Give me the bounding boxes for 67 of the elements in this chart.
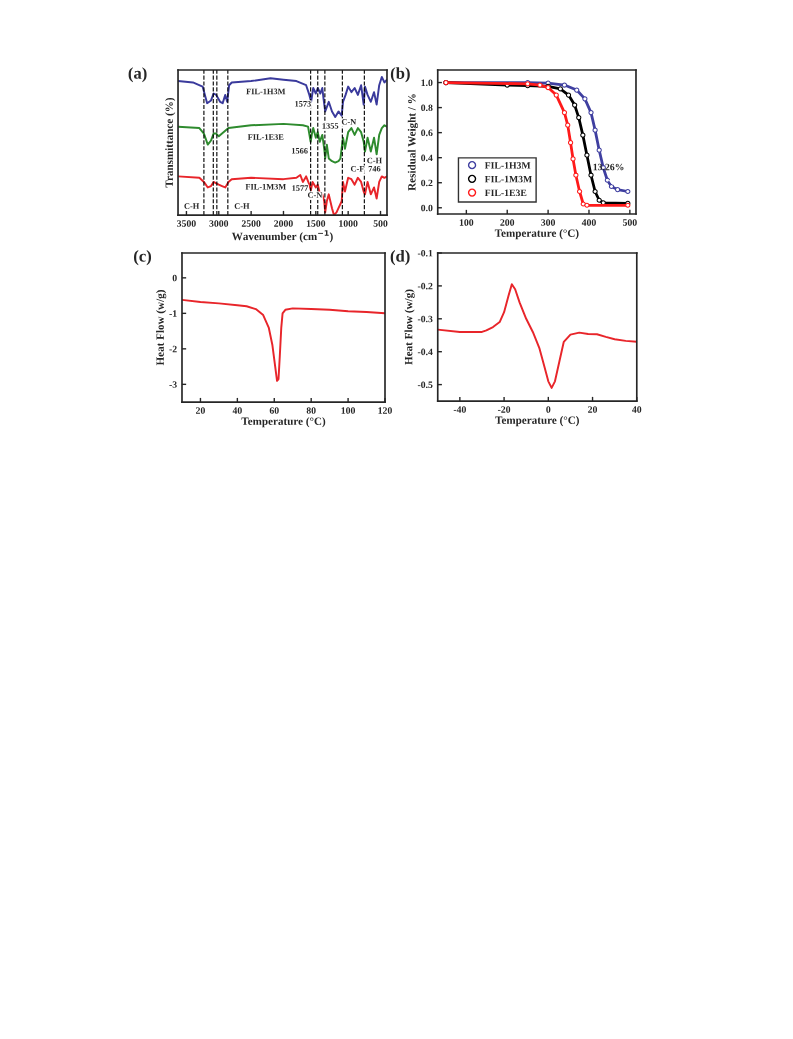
annotation: C-N — [307, 192, 323, 198]
y-tick-label: -0.2 — [417, 282, 433, 290]
annotation: 1573 — [295, 101, 311, 107]
y-tick-label: 0.8 — [421, 104, 433, 112]
series-label: FIL-1E3E — [247, 134, 284, 140]
legend-label: FIL-1M3M — [484, 175, 532, 183]
x-tick-label: -20 — [497, 406, 511, 413]
y-tick-label: 0.2 — [421, 179, 433, 187]
x-tick-label: 20 — [196, 407, 205, 414]
x-tick-label: 200 — [500, 219, 515, 226]
y-tick-label: 1.0 — [421, 79, 433, 87]
x-tick-label: -40 — [453, 406, 466, 413]
x-axis-title: Wavenumber (cm$^{−1}$) — [231, 230, 333, 243]
y-tick-label: 0.0 — [421, 204, 433, 212]
series-label: FIL-1H3M — [246, 88, 286, 95]
x-tick-label: 0 — [546, 406, 551, 413]
x-tick-label: 3500 — [177, 220, 196, 227]
x-tick-label: 120 — [378, 407, 392, 414]
x-tick-label: 2000 — [274, 220, 293, 227]
x-tick-label: 1500 — [306, 220, 326, 227]
legend-label: FIL-1E3E — [484, 189, 527, 197]
y-tick-label: -2 — [169, 345, 177, 353]
annotation: 1577 — [292, 185, 309, 191]
x-axis-title: Temperature (°C) — [494, 229, 579, 240]
x-tick-label: 100 — [459, 219, 474, 226]
chart-title: (b) — [390, 67, 410, 83]
x-tick-label: 20 — [588, 406, 598, 413]
x-tick-label: 100 — [341, 407, 356, 414]
annotation: C-N — [341, 119, 357, 125]
y-axis-title: Heat Flow (w/g) — [156, 290, 167, 366]
y-tick-label: 0 — [172, 274, 177, 282]
x-axis-title: Temperature (°C) — [241, 417, 326, 428]
y-axis-title: Heat Flow (w/g) — [404, 289, 415, 365]
x-tick-label: 60 — [269, 407, 279, 414]
chart-title: (a) — [128, 67, 147, 83]
annotation: C-H — [367, 157, 382, 164]
x-axis-title: Temperature (°C) — [495, 416, 579, 427]
annotation: C-F — [350, 165, 364, 172]
y-axis-title: Transmittance (%) — [165, 97, 176, 188]
y-tick-label: -0.1 — [417, 249, 433, 257]
x-tick-label: 500 — [373, 220, 388, 227]
y-tick-label: -0.3 — [417, 315, 433, 323]
legend-label: FIL-1H3M — [484, 162, 531, 169]
chart-title: (d) — [390, 250, 410, 266]
annotation: 746 — [368, 165, 381, 172]
x-tick-label: 300 — [541, 219, 556, 226]
y-tick-label: -1 — [169, 310, 177, 317]
x-tick-label: 40 — [632, 406, 642, 413]
series-label: FIL-1M3M — [245, 183, 286, 190]
x-tick-label: 40 — [232, 407, 242, 414]
y-tick-label: -0.4 — [417, 348, 433, 356]
annotation: 1355 — [322, 123, 339, 129]
x-tick-label: 400 — [581, 219, 596, 226]
chart-title: (c) — [134, 250, 152, 266]
x-tick-label: 500 — [622, 219, 637, 226]
y-tick-label: 0.4 — [421, 154, 433, 162]
x-tick-label: 80 — [306, 407, 316, 414]
annotation: C-H — [184, 203, 200, 209]
y-axis-title: Residual Weight / % — [407, 94, 418, 191]
x-tick-label: 2500 — [241, 220, 261, 227]
y-tick-label: -0.5 — [417, 381, 433, 389]
annotation: 1566 — [291, 148, 308, 154]
annotation: C-H — [234, 203, 250, 209]
x-tick-label: 1000 — [339, 220, 358, 227]
y-tick-label: 0.6 — [421, 129, 433, 137]
x-tick-label: 3000 — [209, 220, 229, 227]
y-tick-label: -3 — [169, 381, 177, 388]
